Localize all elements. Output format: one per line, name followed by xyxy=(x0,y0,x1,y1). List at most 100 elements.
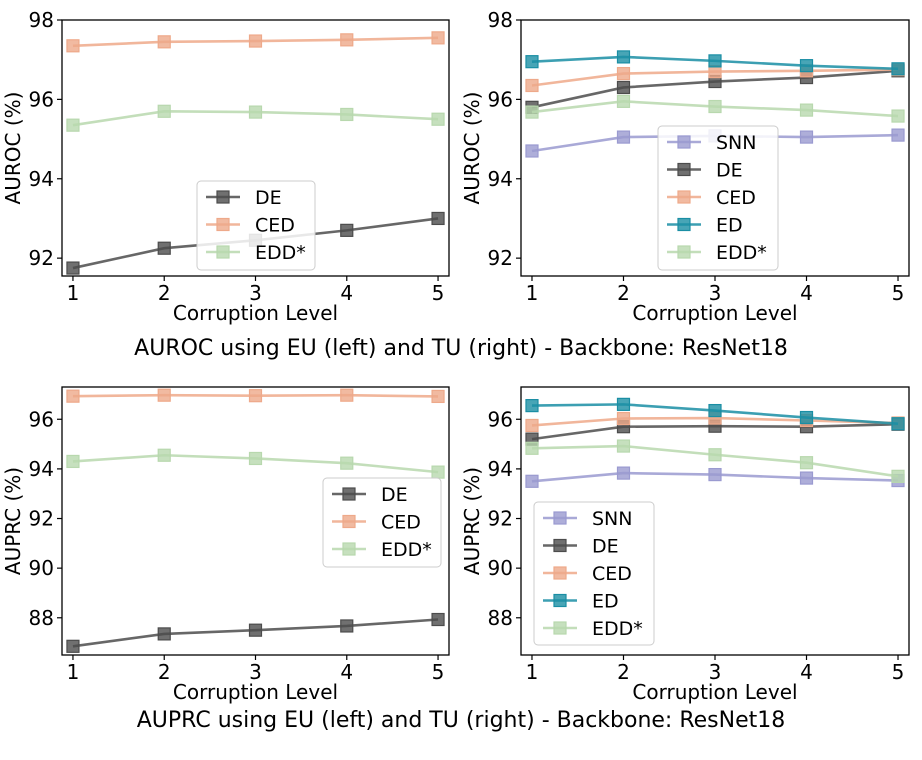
data-point xyxy=(799,130,814,144)
legend-label: EDD* xyxy=(255,242,306,264)
x-tick-label: 4 xyxy=(340,660,353,684)
y-tick-label: 92 xyxy=(488,507,513,531)
data-point xyxy=(891,469,905,483)
data-point xyxy=(248,105,263,119)
chart-auroc-tu: 1 2 3 4 5 92 94 96 98 Corruption Level AUROC (%) SN… xyxy=(460,8,910,325)
legend-label: EDD* xyxy=(592,618,643,640)
y-tick-label: 96 xyxy=(488,87,513,111)
y-tick-label: 98 xyxy=(29,8,54,32)
legend-marker xyxy=(216,190,230,204)
legend-marker xyxy=(677,135,691,149)
legend-marker xyxy=(677,217,691,232)
legend-item-edd-star: EDD* xyxy=(667,242,767,264)
data-point xyxy=(616,94,631,108)
legend-item-snn: SNN xyxy=(667,132,757,154)
data-point xyxy=(616,80,631,95)
data-point xyxy=(891,128,905,142)
y-tick-label: 90 xyxy=(488,556,513,580)
chart-auprc-tu: 1 2 3 4 5 88 90 92 94 96 Corruption Level AUPRC (%)… xyxy=(460,386,910,704)
legend-box xyxy=(533,501,655,646)
legend-item-de: DE xyxy=(543,536,619,558)
y-tick-label: 88 xyxy=(29,606,54,630)
data-point xyxy=(616,411,631,426)
data-point xyxy=(525,418,539,433)
x-tick-label: 1 xyxy=(67,281,80,305)
data-point xyxy=(431,31,445,45)
legend-marker xyxy=(553,538,567,553)
y-axis-label: AUPRC (%) xyxy=(1,467,25,575)
y-tick-label: 88 xyxy=(488,606,513,630)
legend-label: CED xyxy=(255,215,295,237)
legend: DE CED EDD* xyxy=(322,477,442,568)
legend: DE CED EDD* xyxy=(196,180,316,271)
data-point xyxy=(340,107,354,122)
legend-item-snn: SNN xyxy=(543,508,633,530)
y-tick-label: 96 xyxy=(29,407,54,431)
series-edd-star xyxy=(525,439,905,483)
legend-item-edd-star: EDD* xyxy=(543,618,643,640)
data-point xyxy=(340,388,354,402)
data-point xyxy=(157,35,171,49)
legend-item-ed: ED xyxy=(667,215,743,237)
y-tick-label: 94 xyxy=(29,167,54,191)
x-tick-label: 3 xyxy=(249,660,262,684)
data-point xyxy=(525,144,539,158)
data-point xyxy=(799,456,814,470)
data-point xyxy=(525,474,539,488)
data-point xyxy=(708,467,722,482)
data-point xyxy=(66,39,80,53)
data-point xyxy=(157,104,171,118)
data-point xyxy=(340,33,354,47)
legend-item-de: DE xyxy=(206,187,282,209)
x-axis-label: Corruption Level xyxy=(173,680,338,704)
legend-marker xyxy=(342,487,356,501)
y-tick-label: 94 xyxy=(488,167,513,191)
legend-item-de: DE xyxy=(332,484,408,506)
data-point xyxy=(340,223,354,237)
x-axis-label: Corruption Level xyxy=(632,680,797,704)
legend-marker xyxy=(677,190,691,204)
x-tick-label: 5 xyxy=(432,660,445,684)
x-tick-label: 1 xyxy=(526,281,539,305)
x-tick-label: 2 xyxy=(158,660,171,684)
x-tick-label: 2 xyxy=(617,660,630,684)
legend-marker xyxy=(553,566,567,580)
x-tick-label: 4 xyxy=(340,281,353,305)
legend-label: ED xyxy=(592,591,619,613)
data-point xyxy=(616,66,631,81)
legend: SNN DE CED ED EDD* xyxy=(657,125,779,271)
legend-item-ced: CED xyxy=(206,215,295,237)
x-tick-label: 3 xyxy=(709,281,722,305)
data-point xyxy=(431,465,445,479)
legend-item-edd-star: EDD* xyxy=(206,242,306,264)
data-point xyxy=(157,388,171,402)
chart-auroc-eu: 1 2 3 4 5 92 94 96 98 Corruption Level AUROC (%) DE… xyxy=(1,8,450,325)
data-point xyxy=(799,103,814,117)
data-point xyxy=(708,99,722,114)
legend-label: CED xyxy=(592,563,632,585)
series-edd-star xyxy=(66,104,445,132)
legend-label: DE xyxy=(592,536,619,558)
x-tick-label: 5 xyxy=(892,660,905,684)
legend-label: CED xyxy=(381,512,421,534)
data-point xyxy=(891,109,905,123)
data-point xyxy=(799,410,814,425)
x-tick-label: 5 xyxy=(432,281,445,305)
y-tick-label: 94 xyxy=(29,457,54,481)
data-point xyxy=(66,454,80,469)
chart-auprc-eu: 1 2 3 4 5 88 90 92 94 96 Corruption Level AUPRC (%)… xyxy=(1,386,450,704)
series-edd-star xyxy=(66,448,445,479)
legend-item-ced: CED xyxy=(543,563,632,585)
x-tick-label: 4 xyxy=(800,281,813,305)
series-ced xyxy=(66,388,445,404)
legend-marker xyxy=(342,514,356,529)
data-point xyxy=(157,627,171,641)
y-axis-label: AUROC (%) xyxy=(460,92,484,205)
y-tick-label: 96 xyxy=(29,87,54,111)
data-point xyxy=(891,62,905,76)
legend-item-ced: CED xyxy=(332,512,421,534)
series-ced xyxy=(66,31,445,53)
series-snn xyxy=(525,466,905,488)
data-point xyxy=(157,241,171,255)
